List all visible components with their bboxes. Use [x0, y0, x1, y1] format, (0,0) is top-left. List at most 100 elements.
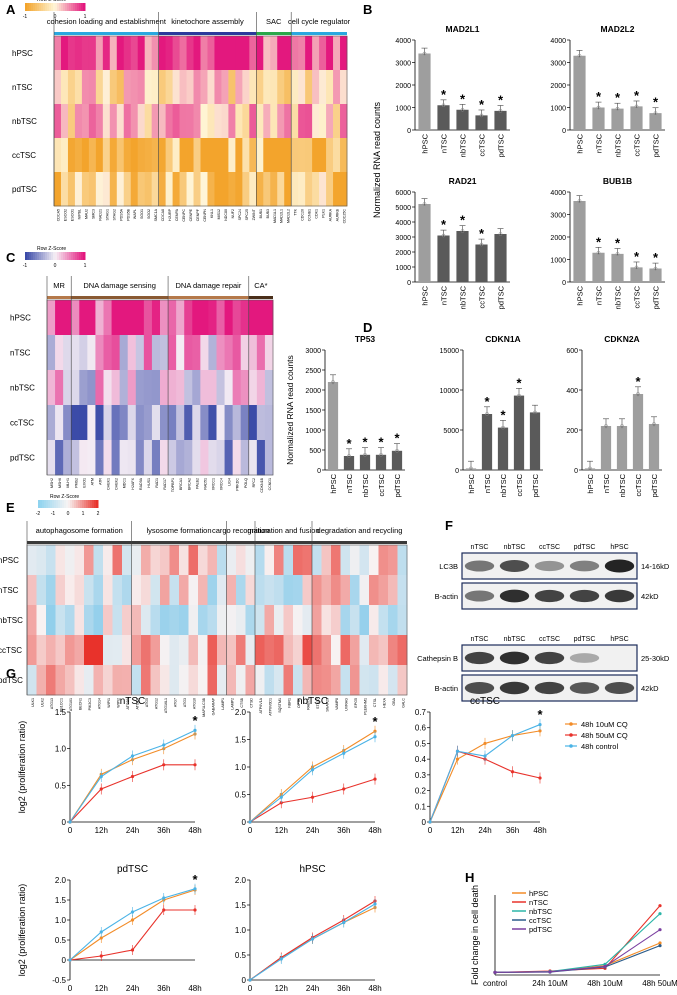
heatmap-cell: [326, 36, 334, 71]
heatmap-cell: [54, 138, 62, 173]
legend-swatch: [25, 3, 28, 11]
data-point: [596, 250, 601, 255]
heatmap-cell: [284, 172, 292, 207]
heatmap-cell: [326, 104, 334, 139]
heatmap-cell: [208, 335, 217, 371]
heatmap-cell: [109, 172, 118, 207]
gene-label: MAU2: [84, 209, 88, 219]
group-band: [71, 296, 169, 299]
heatmap-cell: [127, 440, 137, 476]
legend-swatch: [96, 500, 99, 508]
x-tick-label: nbTSC: [459, 285, 468, 309]
group-label: DNA damage sensing: [83, 281, 156, 290]
blot-band: [604, 589, 635, 603]
heatmap-cell: [150, 575, 161, 606]
heatmap-cell: [331, 545, 341, 576]
gene-label: ULK2: [40, 698, 44, 707]
data-point: [441, 103, 446, 108]
legend-swatch: [63, 252, 66, 260]
heatmap-cell: [255, 605, 265, 636]
series-point: [658, 941, 662, 945]
chart-title: BUB1B: [603, 176, 632, 186]
gene-label: PDS5A: [119, 208, 123, 220]
heatmap-cell: [264, 370, 274, 406]
heatmap-cell: [95, 405, 104, 441]
legend-swatch: [41, 252, 44, 260]
heatmap-cell: [103, 605, 113, 636]
heatmap-cell: [131, 605, 142, 636]
heatmap-cell: [144, 172, 153, 207]
legend-swatch: [64, 500, 67, 508]
heatmap-cell: [226, 605, 237, 636]
heatmap-cell: [193, 172, 201, 207]
heatmap-cell: [36, 545, 47, 576]
heatmap-cell: [388, 665, 398, 696]
legend-swatch: [74, 500, 77, 508]
x-tick-label: pdTSC: [497, 133, 506, 157]
heatmap-panel-e: hPSC nTSC nbTSC ccTSC pdTSC autophagosome for…: [0, 521, 408, 717]
lane-label: ccTSC: [539, 636, 560, 643]
y-tick-label: 1000: [305, 428, 321, 435]
y-axis-label: Normalized RNA read counts: [285, 355, 295, 465]
significance-star: *: [362, 435, 368, 450]
heatmap-cell: [179, 104, 187, 139]
series-line: [494, 913, 661, 973]
heatmap-cell: [249, 138, 257, 173]
heatmap-cell: [263, 70, 271, 105]
heatmap-cell: [176, 440, 185, 476]
heatmap-cell: [130, 172, 139, 207]
heatmap-cell: [102, 104, 111, 139]
significance-star: *: [460, 91, 466, 106]
legend-label: hPSC: [529, 889, 549, 898]
gene-label: BRCA1: [179, 478, 183, 490]
heatmap-cell: [84, 605, 94, 636]
heatmap-cell: [143, 370, 153, 406]
heatmap-cell: [359, 665, 370, 696]
heatmap-cell: [207, 138, 215, 173]
heatmap-cell: [228, 138, 236, 173]
heatmap-cell: [256, 300, 266, 336]
y-tick-label: 0.3: [415, 771, 427, 780]
legend-swatch: [73, 252, 76, 260]
gene-label: ATG5: [145, 698, 149, 707]
heatmap-cell: [84, 575, 94, 606]
gene-label: MLH1: [66, 478, 70, 488]
blot-band: [534, 589, 565, 603]
group-band: [255, 541, 312, 544]
bar: [494, 234, 507, 282]
blot-band: [534, 681, 565, 695]
heatmap-cell: [333, 172, 341, 207]
heatmap-cell: [216, 440, 225, 476]
y-tick-label: 0.5: [235, 791, 247, 800]
heatmap-cell: [302, 545, 313, 576]
x-tick-label: hPSC: [421, 285, 430, 305]
series-point: [658, 904, 662, 908]
legend-swatch: [51, 252, 54, 260]
heatmap-cell: [331, 635, 341, 666]
significance-star: *: [441, 87, 447, 102]
heatmap-cell: [71, 370, 80, 406]
heatmap-cell: [172, 36, 180, 71]
y-tick-label: 10000: [440, 388, 460, 395]
heatmap-cell: [293, 575, 303, 606]
heatmap-cell: [158, 172, 167, 207]
heatmap-cell: [388, 635, 398, 666]
x-tick-label: hPSC: [467, 473, 476, 493]
group-band: [47, 296, 72, 299]
heatmap-cell: [111, 300, 121, 336]
significance-star: *: [653, 95, 659, 110]
y-tick-label: 1.5: [235, 901, 247, 910]
significance-star: *: [634, 249, 640, 264]
legend-swatch: [31, 252, 34, 260]
x-tick-label: 0: [248, 984, 253, 993]
heatmap-cell: [277, 70, 285, 105]
data-point: [422, 51, 427, 56]
gene-label: MAD2L1: [280, 209, 284, 223]
heatmap-cell: [188, 635, 199, 666]
legend-swatch: [27, 3, 30, 11]
heatmap-row-label: nTSC: [12, 83, 33, 92]
legend-swatch: [79, 252, 82, 260]
blot-band: [534, 560, 565, 572]
heatmap-cell: [55, 665, 66, 696]
heatmap-cell: [284, 36, 292, 71]
